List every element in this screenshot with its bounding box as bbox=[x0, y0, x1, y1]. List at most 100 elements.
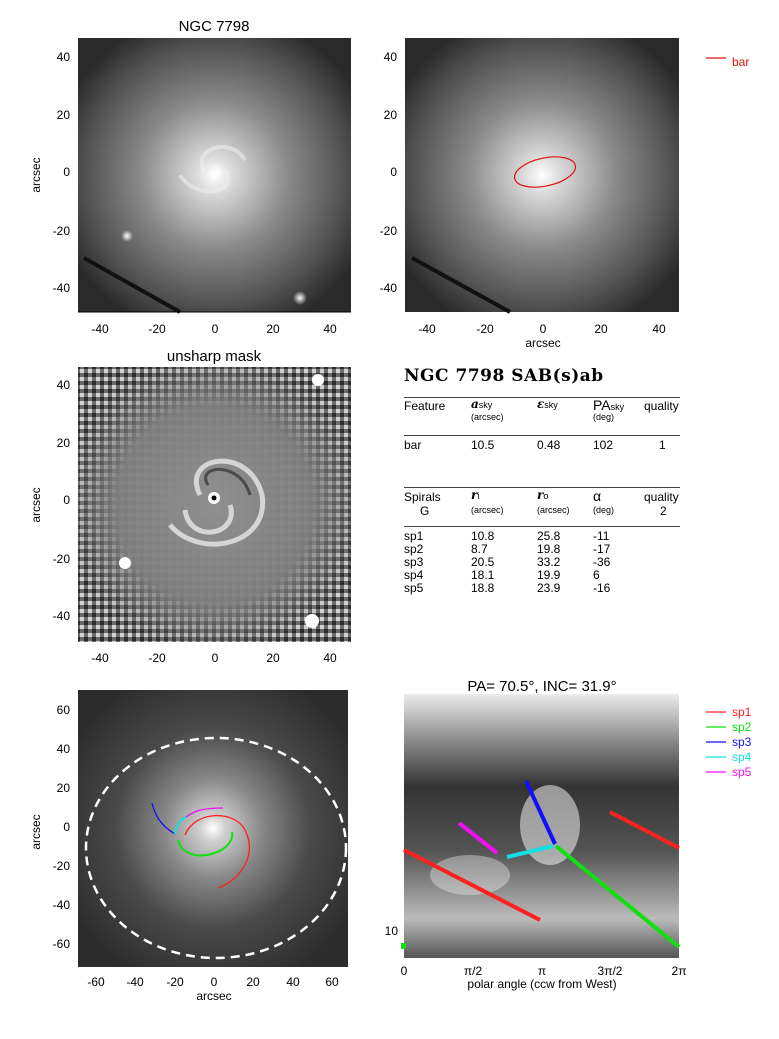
arc-sp3 bbox=[151, 802, 176, 835]
svg-text:40: 40 bbox=[652, 322, 666, 336]
hdr-alpha-unit: (deg) bbox=[593, 505, 615, 515]
arc-sp5 bbox=[185, 807, 224, 818]
spiral-row-ro: 23.9 bbox=[537, 581, 561, 595]
panel-unsharp-mask: unsharp mask arcsec 40 20 0 -20 -40 -40 … bbox=[29, 348, 351, 665]
trace-sp5 bbox=[457, 821, 499, 855]
trace-sp2 bbox=[554, 844, 681, 949]
ylabel-panel3: arcsec bbox=[29, 487, 43, 522]
legend-label-sp2: sp2 bbox=[732, 720, 752, 734]
svg-text:40: 40 bbox=[384, 50, 398, 64]
svg-text:0: 0 bbox=[63, 820, 70, 834]
svg-text:-20: -20 bbox=[53, 224, 71, 238]
spiral-row-ro: 25.8 bbox=[537, 529, 561, 543]
panel-bar-fit: 40 20 0 -20 -40 -40 -20 0 20 40 arcsec b… bbox=[380, 38, 749, 350]
svg-text:40: 40 bbox=[323, 651, 337, 665]
bar-ellipse bbox=[513, 156, 577, 188]
panel-polar-plot: PA= 70.5°, INC= 31.9° 10 0 π/2 π 3π/2 2π… bbox=[385, 678, 752, 991]
svg-text:60: 60 bbox=[325, 975, 339, 989]
trace-sp4 bbox=[506, 844, 554, 859]
panel-spiral-arcs: arcsec 60 40 20 0 -20 -40 -60 -60 -40 -2… bbox=[29, 690, 348, 1003]
bar-row-name: bar bbox=[404, 438, 422, 452]
svg-text:40: 40 bbox=[57, 50, 71, 64]
spiral-row-name: sp2 bbox=[404, 542, 424, 556]
hdr-alpha: α bbox=[593, 488, 602, 504]
svg-text:2π: 2π bbox=[672, 964, 687, 978]
spiral-row-alpha: -36 bbox=[593, 555, 611, 569]
spiral-row-alpha: -11 bbox=[593, 529, 610, 543]
svg-text:0: 0 bbox=[212, 322, 219, 336]
bar-row-e: 0.48 bbox=[537, 438, 561, 452]
spiral-row-alpha: 6 bbox=[593, 568, 600, 582]
svg-text:-40: -40 bbox=[380, 281, 398, 295]
galaxy-image-3 bbox=[78, 690, 348, 967]
svg-text:-40: -40 bbox=[53, 609, 71, 623]
svg-text:20: 20 bbox=[384, 108, 398, 122]
svg-text:-20: -20 bbox=[53, 859, 71, 873]
svg-text:60: 60 bbox=[57, 703, 71, 717]
svg-text:-40: -40 bbox=[126, 975, 144, 989]
svg-text:0: 0 bbox=[211, 975, 218, 989]
hdr-pa-unit: (deg) bbox=[593, 412, 615, 422]
svg-text:-40: -40 bbox=[418, 322, 436, 336]
svg-text:20: 20 bbox=[594, 322, 608, 336]
xlabel-panel2: arcsec bbox=[525, 336, 560, 350]
hdr-feature: Feature bbox=[404, 399, 446, 413]
bar-row-a: 10.5 bbox=[471, 438, 495, 452]
spiral-row-ri: 10.8 bbox=[471, 529, 495, 543]
outer-dashed-ellipse bbox=[84, 736, 348, 960]
yticks-panel1: 40 20 0 -20 -40 bbox=[53, 50, 71, 295]
arc-sp2 bbox=[177, 831, 234, 857]
ylabel-panel1: arcsec bbox=[29, 157, 43, 192]
spiral-row-alpha: -16 bbox=[593, 581, 611, 595]
hdr-ro: ro bbox=[537, 488, 549, 502]
svg-text:-40: -40 bbox=[91, 651, 109, 665]
svg-text:-40: -40 bbox=[91, 322, 109, 336]
panel1-title: NGC 7798 bbox=[179, 18, 250, 35]
hdr-g: G bbox=[420, 504, 430, 518]
svg-text:-60: -60 bbox=[87, 975, 105, 989]
svg-text:-20: -20 bbox=[166, 975, 184, 989]
legend-label-sp1: sp1 bbox=[732, 705, 752, 719]
svg-text:0: 0 bbox=[401, 964, 408, 978]
trace-sp3 bbox=[524, 780, 557, 845]
svg-text:-20: -20 bbox=[148, 322, 166, 336]
svg-text:0: 0 bbox=[212, 651, 219, 665]
svg-text:20: 20 bbox=[57, 781, 71, 795]
spiral-row-name: sp4 bbox=[404, 568, 424, 582]
xticks-panel2: -40 -20 0 20 40 bbox=[418, 322, 666, 336]
hdr-quality: quality bbox=[644, 399, 679, 413]
legend-label-sp4: sp4 bbox=[732, 750, 752, 764]
xticks-panel5: -60 -40 -20 0 20 40 60 bbox=[87, 975, 339, 989]
svg-text:-20: -20 bbox=[380, 224, 398, 238]
svg-text:40: 40 bbox=[57, 742, 71, 756]
svg-text:-20: -20 bbox=[53, 552, 71, 566]
svg-text:0: 0 bbox=[63, 493, 70, 507]
hdr-e: εsky bbox=[537, 397, 558, 411]
legend-label-sp3: sp3 bbox=[732, 735, 752, 749]
xlabel-panel5: arcsec bbox=[196, 989, 231, 1003]
svg-text:-40: -40 bbox=[53, 281, 71, 295]
xticks-panel1: -40 -20 0 20 40 bbox=[91, 322, 337, 336]
bar-row-pa: 102 bbox=[593, 438, 614, 452]
hdr-ri: ri bbox=[471, 488, 480, 502]
spiral-row-ri: 8.7 bbox=[471, 542, 488, 556]
svg-text:π/2: π/2 bbox=[464, 964, 483, 978]
spiral-row-ri: 18.8 bbox=[471, 581, 495, 595]
spiral-row-name: sp1 bbox=[404, 529, 424, 543]
svg-text:3π/2: 3π/2 bbox=[598, 964, 623, 978]
yticks-panel3: 40 20 0 -20 -40 bbox=[53, 378, 71, 623]
spiral-row-ri: 18.1 bbox=[471, 568, 495, 582]
svg-text:20: 20 bbox=[266, 651, 280, 665]
hdr-a-unit: (arcsec) bbox=[471, 412, 504, 422]
legend-label-sp5: sp5 bbox=[732, 765, 752, 779]
panel-galaxy-image: NGC 7798 arcsec 40 20 0 -20 -40 -40 -20 … bbox=[29, 18, 351, 336]
svg-text:40: 40 bbox=[57, 378, 71, 392]
hdr-ro-unit: (arcsec) bbox=[537, 505, 570, 515]
trace-sp1b bbox=[609, 810, 680, 850]
xticks-panel3: -40 -20 0 20 40 bbox=[91, 651, 337, 665]
hdr-quality-2: quality bbox=[644, 490, 679, 504]
svg-text:20: 20 bbox=[246, 975, 260, 989]
svg-text:20: 20 bbox=[266, 322, 280, 336]
spiral-row-name: sp5 bbox=[404, 581, 424, 595]
